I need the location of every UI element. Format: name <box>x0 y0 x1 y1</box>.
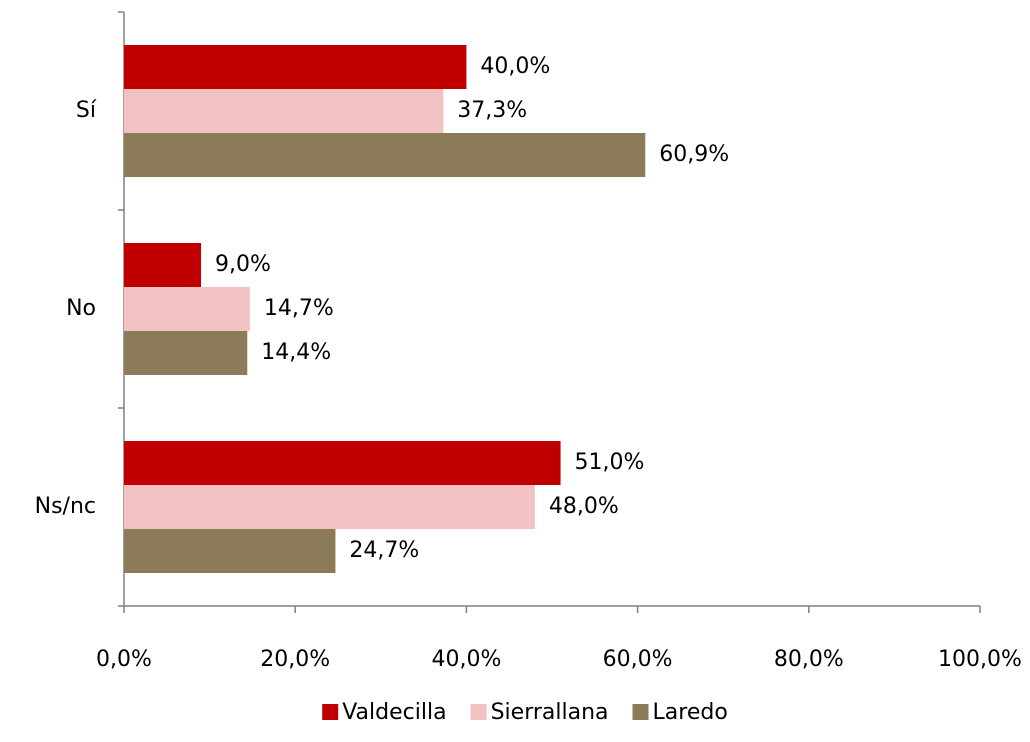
y-tick-label: Sí <box>76 98 97 123</box>
bar <box>124 45 467 89</box>
data-label: 14,7% <box>264 296 334 321</box>
legend-swatch <box>470 704 487 720</box>
data-label: 51,0% <box>575 450 645 475</box>
data-label: 9,0% <box>215 252 271 277</box>
x-tick-label: 0,0% <box>96 647 152 672</box>
legend-label: Valdecilla <box>342 700 446 725</box>
x-tick-label: 60,0% <box>603 647 673 672</box>
data-label: 60,9% <box>659 142 729 167</box>
legend-label: Laredo <box>653 700 728 725</box>
legend-swatch <box>632 704 649 720</box>
legend-swatch <box>322 704 339 720</box>
data-label: 24,7% <box>349 538 419 563</box>
bar <box>124 89 444 133</box>
bar <box>124 133 646 177</box>
bar <box>124 287 250 331</box>
x-tick-label: 40,0% <box>431 647 501 672</box>
bar <box>124 529 336 573</box>
x-tick-label: 20,0% <box>260 647 330 672</box>
data-label: 48,0% <box>549 494 619 519</box>
legend-label: Sierrallana <box>491 700 609 725</box>
y-tick-label: Ns/nc <box>35 494 96 519</box>
data-label: 37,3% <box>457 98 527 123</box>
bar <box>124 331 248 375</box>
bar <box>124 243 202 287</box>
x-tick-label: 100,0% <box>938 647 1022 672</box>
x-tick-label: 80,0% <box>774 647 844 672</box>
data-label: 14,4% <box>261 340 331 365</box>
bar <box>124 441 561 485</box>
bar <box>124 485 535 529</box>
data-label: 40,0% <box>480 54 550 79</box>
y-tick-label: No <box>66 296 96 321</box>
